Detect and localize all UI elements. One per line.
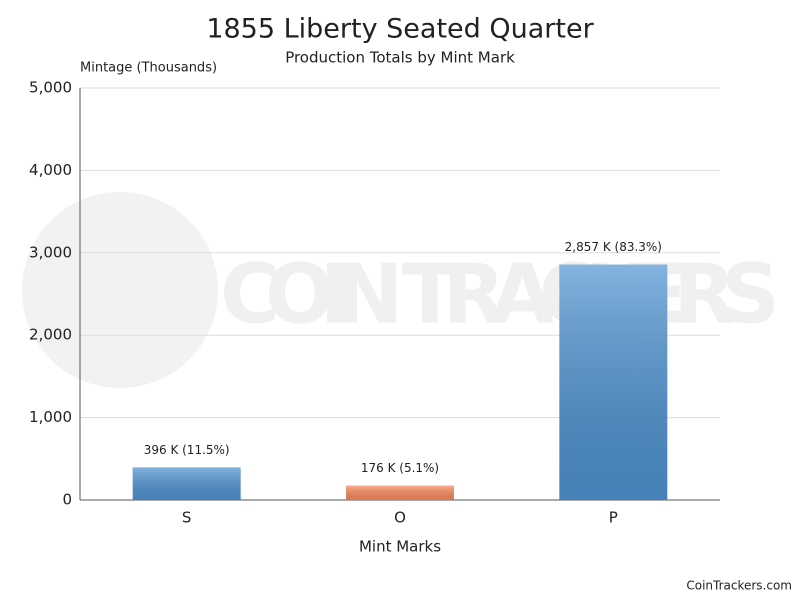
data-label: 176 K (5.1%) (361, 461, 439, 475)
x-tick-label: O (394, 509, 406, 527)
chart-subtitle: Production Totals by Mint Mark (285, 49, 515, 67)
chart-title: 1855 Liberty Seated Quarter (206, 14, 594, 45)
x-tick-label: S (182, 509, 192, 527)
watermark-logo (22, 192, 218, 388)
y-tick-label: 2,000 (29, 326, 72, 344)
bar-shade (132, 467, 241, 500)
y-axis-label: Mintage (Thousands) (80, 61, 217, 76)
y-tick-label: 1,000 (29, 408, 72, 426)
y-tick-label: 0 (62, 491, 72, 509)
data-label: 2,857 K (83.3%) (565, 240, 662, 254)
credit: CoinTrackers.com (686, 579, 792, 593)
bar-shade (559, 264, 668, 500)
x-axis-label: Mint Marks (359, 538, 441, 556)
y-tick-label: 3,000 (29, 243, 72, 261)
x-tick-label: P (609, 509, 618, 527)
y-tick-label: 5,000 (29, 79, 72, 97)
watermark: COIN TRACKERS (220, 247, 780, 342)
bar-shade (346, 485, 454, 500)
y-tick-label: 4,000 (29, 161, 72, 179)
data-label: 396 K (11.5%) (144, 443, 230, 457)
